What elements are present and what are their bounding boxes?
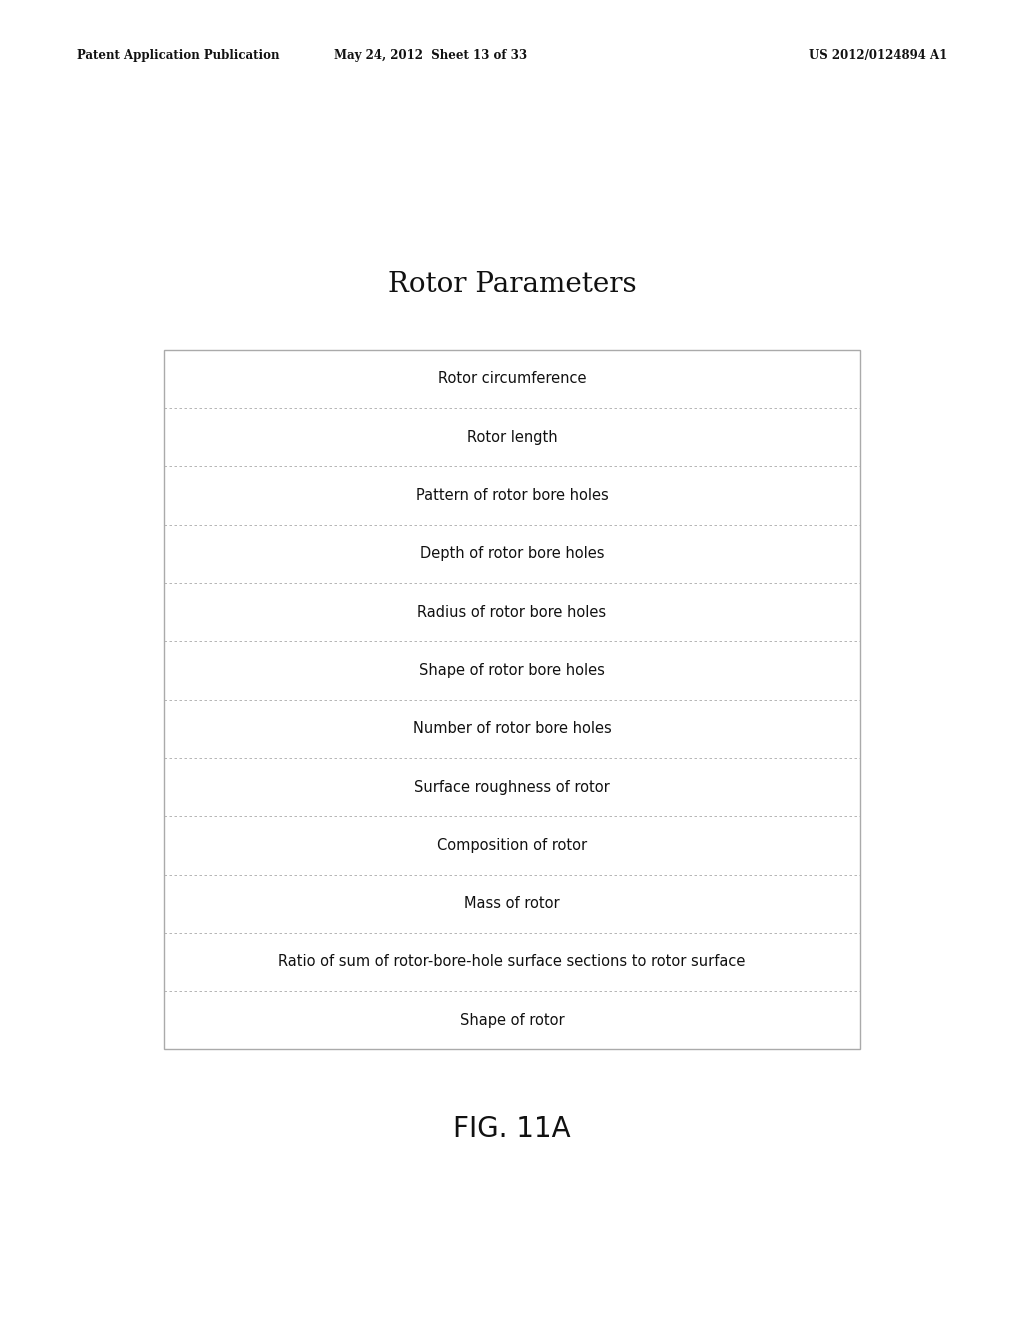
Text: US 2012/0124894 A1: US 2012/0124894 A1 <box>809 49 947 62</box>
Text: Ratio of sum of rotor-bore-hole surface sections to rotor surface: Ratio of sum of rotor-bore-hole surface … <box>279 954 745 969</box>
Text: Rotor Parameters: Rotor Parameters <box>388 271 636 297</box>
Text: FIG. 11A: FIG. 11A <box>454 1115 570 1143</box>
Text: Composition of rotor: Composition of rotor <box>437 838 587 853</box>
Text: Radius of rotor bore holes: Radius of rotor bore holes <box>418 605 606 619</box>
Text: May 24, 2012  Sheet 13 of 33: May 24, 2012 Sheet 13 of 33 <box>334 49 526 62</box>
Text: Mass of rotor: Mass of rotor <box>464 896 560 911</box>
Text: Pattern of rotor bore holes: Pattern of rotor bore holes <box>416 488 608 503</box>
Text: Rotor length: Rotor length <box>467 430 557 445</box>
Text: Rotor circumference: Rotor circumference <box>437 371 587 387</box>
Text: Surface roughness of rotor: Surface roughness of rotor <box>414 780 610 795</box>
Text: Shape of rotor: Shape of rotor <box>460 1012 564 1028</box>
Bar <box>164 350 860 1049</box>
Text: Number of rotor bore holes: Number of rotor bore holes <box>413 721 611 737</box>
Text: Shape of rotor bore holes: Shape of rotor bore holes <box>419 663 605 678</box>
Text: Patent Application Publication: Patent Application Publication <box>77 49 280 62</box>
Text: Depth of rotor bore holes: Depth of rotor bore holes <box>420 546 604 561</box>
